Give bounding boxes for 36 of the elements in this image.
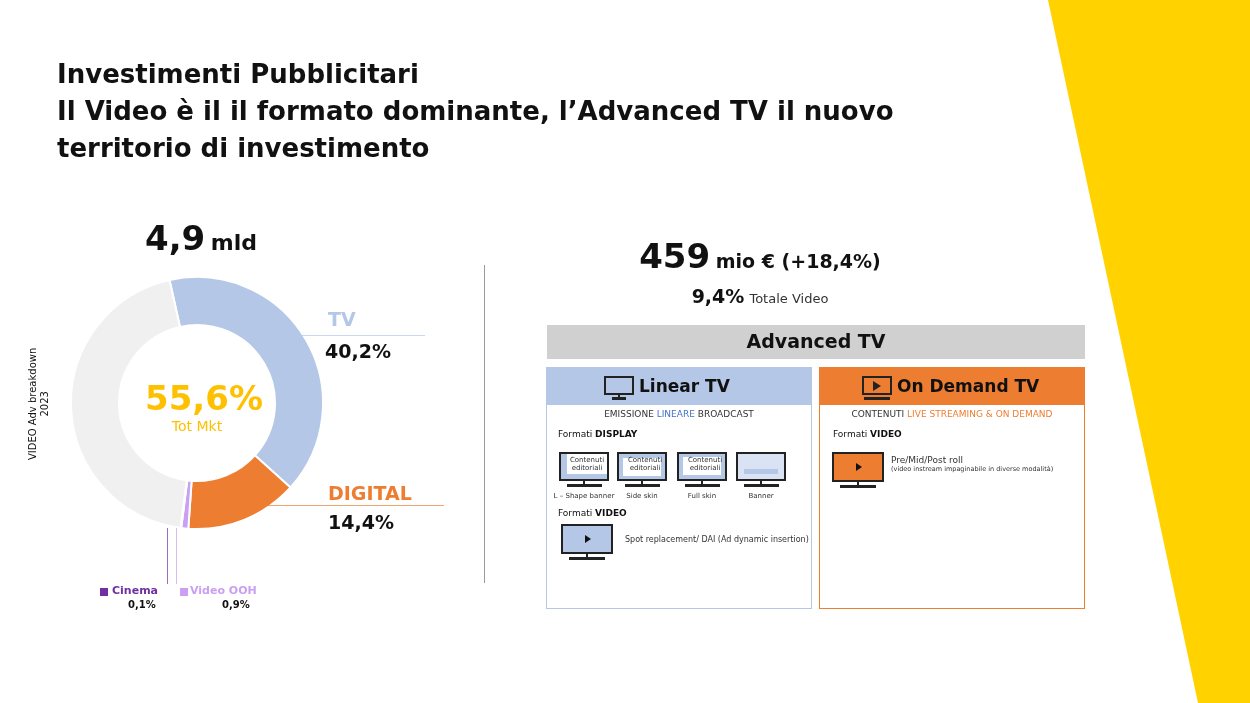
legend-label: Cinema — [112, 584, 159, 597]
legend-label: Video OOH — [190, 584, 257, 597]
text: LIVE STREAMING & ON DEMAND — [907, 409, 1053, 419]
text: Tot Mkt — [170, 418, 224, 434]
text: LINEARE — [656, 409, 695, 419]
text: On Demand TV — [897, 376, 1040, 396]
data-label: 0,9% — [222, 599, 250, 610]
data-label: 0,1% — [128, 599, 156, 610]
text: mio € (+18,4%) — [715, 250, 881, 272]
text: 2023 — [39, 390, 51, 419]
text: 55,6% — [145, 378, 263, 418]
text: Formati — [558, 429, 593, 439]
text: VIDEO — [870, 429, 902, 439]
text: mld — [210, 230, 258, 255]
text: Formati — [558, 508, 593, 518]
text: Pre/Mid/Post roll — [891, 455, 964, 465]
text: 4,9 — [145, 218, 206, 258]
text: Linear TV — [639, 376, 730, 396]
text: Totale Video — [749, 291, 829, 306]
text: 9,4% — [691, 285, 745, 307]
slice-label: DIGITAL — [328, 482, 412, 504]
chart-title: Investimenti Pubblicitari — [57, 58, 420, 91]
text: VIDEO Adv breakdown — [27, 347, 39, 460]
data-label: 40,2% — [325, 340, 391, 362]
text: Spot replacement/ DAI (Ad dynamic insertion) — [625, 535, 809, 544]
text: CONTENUTI — [851, 409, 905, 419]
text: Advanced TV — [745, 330, 887, 352]
text: BROADCAST — [697, 409, 754, 419]
text: Formati — [833, 429, 868, 439]
text: EMISSIONE — [604, 409, 654, 419]
text: VIDEO — [595, 508, 627, 518]
data-label: 14,4% — [328, 511, 394, 533]
text: DISPLAY — [595, 429, 638, 439]
slice-label: TV — [328, 308, 356, 330]
text: Il Video è il il formato dominante, l’Advanced TV il nuovo territorio di investimento — [57, 95, 895, 165]
text: 459 — [639, 236, 711, 276]
